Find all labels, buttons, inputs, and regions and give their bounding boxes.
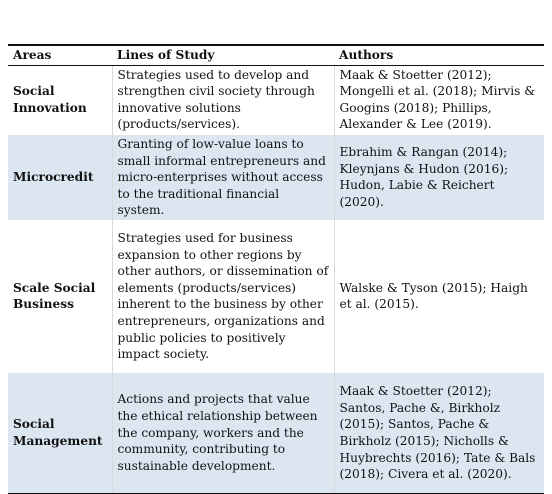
research-areas-table: Areas Lines of Study Authors Social Inno… [8,43,544,494]
table-header-row: Areas Lines of Study Authors [8,43,544,66]
lines-of-study-cell: Granting of low-value loans to small inf… [111,133,334,221]
authors-cell: Walske & Tyson (2015); Haigh et al. (201… [333,219,544,373]
area-cell: Social Innovation [8,64,112,135]
header-areas: Areas [8,43,112,66]
authors-cell: Ebrahim & Rangan (2014); Kleynjans & Hud… [333,133,544,221]
table-row: Microcredit Granting of low-value loans … [8,133,544,221]
header-lines-of-study: Lines of Study [112,43,334,66]
table-row: Social Management Actions and projects t… [8,371,544,494]
lines-of-study-cell: Actions and projects that value the ethi… [111,371,334,494]
area-cell: Microcredit [8,133,112,221]
table-row: Social Innovation Strategies used to dev… [8,64,544,135]
area-cell: Scale Social Business [8,219,112,373]
header-authors: Authors [334,43,544,66]
authors-cell: Maak & Stoetter (2012); Mongelli et al. … [333,64,544,135]
lines-of-study-cell: Strategies used for business expansion t… [111,219,334,373]
lines-of-study-cell: Strategies used to develop and strengthe… [111,64,334,135]
table-row: Scale Social Business Strategies used fo… [8,219,544,373]
authors-cell: Maak & Stoetter (2012); Santos, Pache &,… [333,371,544,494]
area-cell: Social Management [8,371,112,494]
